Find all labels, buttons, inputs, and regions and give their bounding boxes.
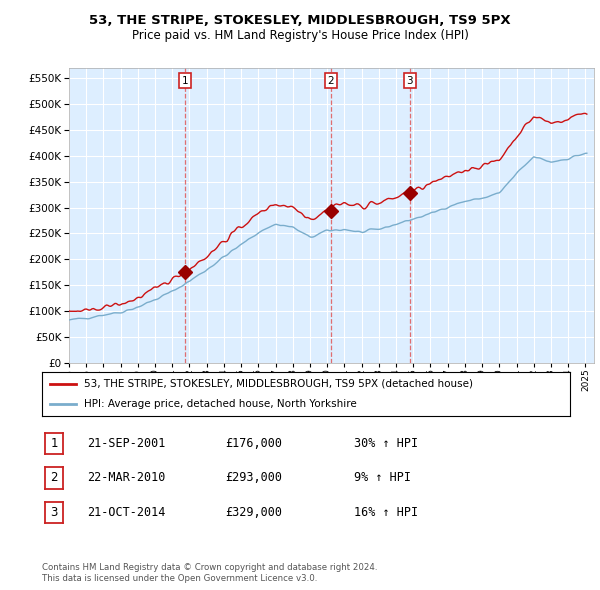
- Text: 2: 2: [328, 76, 334, 86]
- Text: £176,000: £176,000: [225, 437, 282, 450]
- Text: 16% ↑ HPI: 16% ↑ HPI: [354, 506, 418, 519]
- Text: HPI: Average price, detached house, North Yorkshire: HPI: Average price, detached house, Nort…: [84, 399, 357, 409]
- Text: £329,000: £329,000: [225, 506, 282, 519]
- Text: Price paid vs. HM Land Registry's House Price Index (HPI): Price paid vs. HM Land Registry's House …: [131, 29, 469, 42]
- Text: 3: 3: [50, 506, 58, 519]
- Text: 1: 1: [50, 437, 58, 450]
- Text: 9% ↑ HPI: 9% ↑ HPI: [354, 471, 411, 484]
- Text: 21-SEP-2001: 21-SEP-2001: [87, 437, 166, 450]
- Text: 2: 2: [50, 471, 58, 484]
- Text: Contains HM Land Registry data © Crown copyright and database right 2024.: Contains HM Land Registry data © Crown c…: [42, 563, 377, 572]
- Text: 53, THE STRIPE, STOKESLEY, MIDDLESBROUGH, TS9 5PX: 53, THE STRIPE, STOKESLEY, MIDDLESBROUGH…: [89, 14, 511, 27]
- Text: 3: 3: [407, 76, 413, 86]
- Text: £293,000: £293,000: [225, 471, 282, 484]
- Text: 30% ↑ HPI: 30% ↑ HPI: [354, 437, 418, 450]
- Text: 22-MAR-2010: 22-MAR-2010: [87, 471, 166, 484]
- Text: 21-OCT-2014: 21-OCT-2014: [87, 506, 166, 519]
- Text: 53, THE STRIPE, STOKESLEY, MIDDLESBROUGH, TS9 5PX (detached house): 53, THE STRIPE, STOKESLEY, MIDDLESBROUGH…: [84, 379, 473, 389]
- Text: 1: 1: [181, 76, 188, 86]
- Text: This data is licensed under the Open Government Licence v3.0.: This data is licensed under the Open Gov…: [42, 573, 317, 583]
